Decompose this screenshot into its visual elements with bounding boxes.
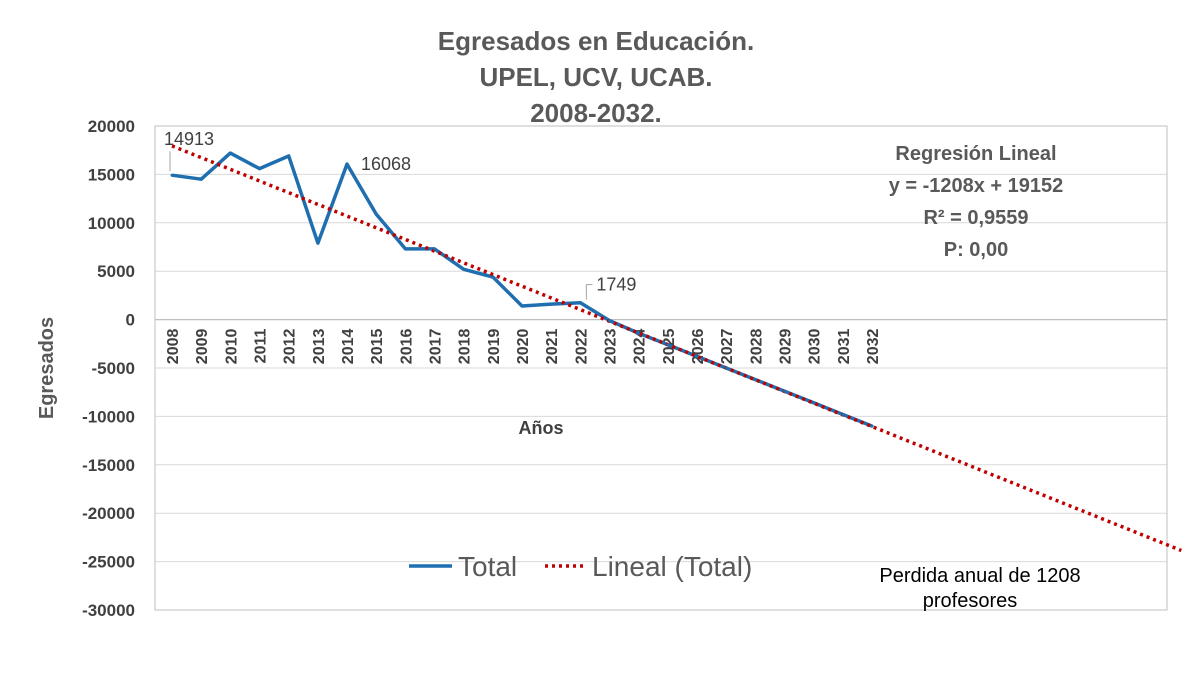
y-tick-label: 10000 (88, 214, 135, 233)
data-point-2032 (870, 424, 874, 428)
regression-p-value: P: 0,00 (944, 239, 1008, 261)
x-tick-label: 2023 (603, 328, 620, 364)
data-point-2028 (753, 378, 757, 382)
data-point-2014 (345, 162, 349, 166)
data-point-2008 (170, 173, 174, 177)
x-tick-label: 2012 (282, 328, 299, 364)
x-axis-ticks: 2008 2009 2010 2011 2012 2013 2014 2015 2016 2017… (165, 328, 882, 364)
y-tick-label: 5000 (97, 262, 135, 281)
x-tick-label: 2019 (486, 328, 503, 364)
gridlines (155, 173, 1167, 563)
data-point-2023 (608, 319, 612, 323)
y-tick-label: -30000 (82, 601, 135, 620)
data-point-2012 (287, 154, 291, 158)
y-axis-ticks: 20000 15000 10000 5000 0 -5000 -10000 -15000 -20… (82, 117, 135, 620)
data-point-2011 (258, 167, 262, 171)
x-axis-label: Años (519, 418, 564, 438)
data-point-2019 (491, 275, 495, 279)
data-point-2010 (228, 151, 232, 155)
chart-title-line-1: Egresados en Educación. (438, 26, 754, 56)
x-tick-label: 2028 (748, 328, 765, 364)
x-tick-label: 2027 (719, 328, 736, 364)
plot-area (154, 125, 1168, 611)
y-tick-label: -15000 (82, 456, 135, 475)
x-tick-label: 2015 (369, 328, 386, 364)
data-point-2025 (666, 343, 670, 347)
x-tick-label: 2013 (311, 328, 328, 364)
data-point-2015 (374, 212, 378, 216)
x-tick-label: 2011 (253, 329, 270, 364)
x-tick-label: 2018 (457, 328, 474, 364)
data-label-leader-2022 (585, 284, 593, 300)
y-tick-label: -20000 (82, 504, 135, 523)
annotation-line-1: Perdida anual de 1208 (879, 565, 1080, 587)
y-tick-label: 15000 (88, 165, 135, 184)
x-tick-label: 2031 (836, 328, 853, 364)
x-tick-label: 2010 (223, 328, 240, 364)
data-point-2024 (637, 331, 641, 335)
data-point-2022 (578, 301, 582, 305)
data-point-2031 (841, 412, 845, 416)
series-points (170, 151, 874, 428)
x-tick-label: 2009 (194, 328, 211, 364)
x-tick-label: 2020 (515, 328, 532, 364)
x-tick-label: 2032 (865, 328, 882, 364)
y-axis-label: Egresados (36, 317, 58, 419)
data-point-2021 (549, 302, 553, 306)
legend: Total Lineal (Total) (409, 551, 752, 582)
x-tick-label: 2021 (544, 328, 561, 364)
x-tick-label: 2029 (778, 328, 795, 364)
data-point-2029 (783, 389, 787, 393)
x-tick-label: 2014 (340, 328, 357, 364)
data-point-2018 (462, 267, 466, 271)
legend-label-total: Total (458, 551, 517, 582)
data-point-2027 (724, 366, 728, 370)
x-tick-label: 2024 (632, 328, 649, 364)
annotation-line-2: profesores (923, 590, 1018, 612)
regression-title: Regresión Lineal (895, 143, 1056, 165)
data-point-2013 (316, 241, 320, 245)
data-point-2017 (433, 247, 437, 251)
y-tick-label: 0 (126, 311, 135, 330)
y-tick-label: -10000 (82, 407, 135, 426)
data-label-2022: 1749 (596, 275, 636, 295)
chart-title-line-3: 2008-2032. (530, 98, 662, 128)
regression-equation: y = -1208x + 19152 (889, 175, 1064, 197)
x-tick-label: 2022 (573, 328, 590, 364)
data-point-2020 (520, 304, 524, 308)
data-label-2008: 14913 (164, 129, 214, 149)
y-tick-label: -25000 (82, 553, 135, 572)
data-label-2014: 16068 (361, 154, 411, 174)
y-tick-label: 20000 (88, 117, 135, 136)
x-tick-label: 2017 (428, 328, 445, 364)
y-tick-label: -5000 (92, 359, 135, 378)
regression-r2: R² = 0,9559 (923, 207, 1028, 229)
legend-label-lineal: Lineal (Total) (592, 551, 752, 582)
data-point-2009 (199, 177, 203, 181)
series-line-total (171, 151, 873, 428)
data-point-2016 (403, 247, 407, 251)
x-tick-label: 2030 (807, 328, 824, 364)
x-tick-label: 2016 (398, 328, 415, 364)
data-point-2030 (812, 401, 816, 405)
chart-title-line-2: UPEL, UCV, UCAB. (479, 62, 712, 92)
data-point-2026 (695, 354, 699, 358)
x-tick-label: 2008 (165, 328, 182, 364)
